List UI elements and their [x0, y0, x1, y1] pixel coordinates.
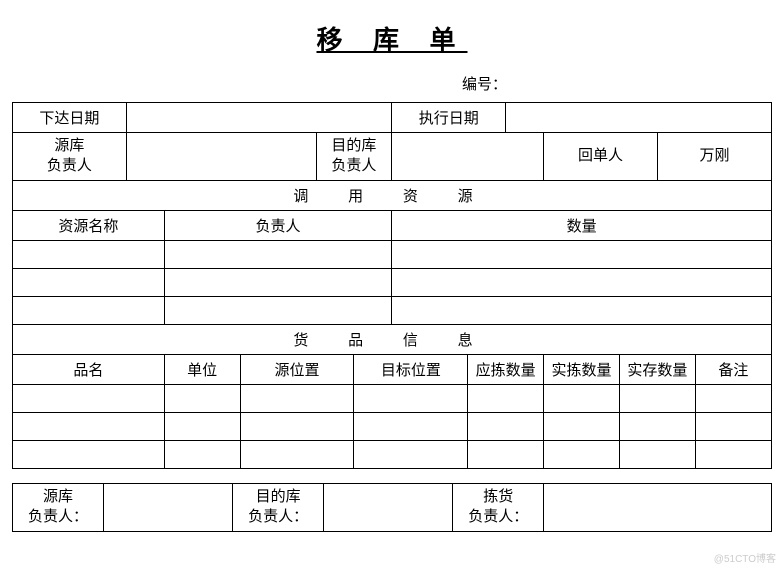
document-number-row: 编号： [12, 73, 772, 94]
exec-date-value [506, 103, 772, 133]
doc-number-label: 编号： [462, 77, 507, 93]
goods-header-storedqty: 实存数量 [620, 355, 696, 385]
goods-cell-name [13, 385, 165, 413]
footer-dest-person-label: 目的库负责人： [233, 484, 324, 532]
resources-cell-person [164, 269, 392, 297]
goods-cell-sourceloc [240, 413, 354, 441]
row-dates: 下达日期 执行日期 [13, 103, 772, 133]
resources-section-header: 调 用 资 源 [13, 181, 772, 211]
receipt-person-label: 回单人 [544, 133, 658, 181]
goods-cell-storedqty [620, 385, 696, 413]
resources-cell-person [164, 241, 392, 269]
resources-cell-name [13, 269, 165, 297]
goods-header-remark: 备注 [695, 355, 771, 385]
resources-cell-qty [392, 297, 772, 325]
main-table: 下达日期 执行日期 源库负责人 目的库负责人 回单人 万刚 调 用 资 源 资源… [12, 102, 772, 469]
footer-picker-person-label: 拣货负责人： [453, 484, 544, 532]
source-person-value [126, 133, 316, 181]
goods-cell-plannedqty [468, 441, 544, 469]
goods-cell-plannedqty [468, 413, 544, 441]
dest-person-label: 目的库负责人 [316, 133, 392, 181]
goods-headers: 品名 单位 源位置 目标位置 应拣数量 实拣数量 实存数量 备注 [13, 355, 772, 385]
goods-cell-actualqty [544, 413, 620, 441]
resources-section-title: 调 用 资 源 [13, 181, 772, 211]
resources-header-name: 资源名称 [13, 211, 165, 241]
resources-row [13, 241, 772, 269]
goods-header-sourceloc: 源位置 [240, 355, 354, 385]
goods-cell-storedqty [620, 413, 696, 441]
issue-date-value [126, 103, 392, 133]
resources-cell-qty [392, 269, 772, 297]
watermark: @51CTO博客 [714, 550, 776, 565]
goods-section-title: 货 品 信 息 [13, 325, 772, 355]
goods-cell-actualqty [544, 441, 620, 469]
goods-cell-storedqty [620, 441, 696, 469]
goods-cell-remark [695, 385, 771, 413]
goods-cell-unit [164, 413, 240, 441]
resources-row [13, 269, 772, 297]
goods-row [13, 413, 772, 441]
goods-header-name: 品名 [13, 355, 165, 385]
source-person-label: 源库负责人 [13, 133, 127, 181]
footer-source-person-label: 源库负责人： [13, 484, 104, 532]
resources-row [13, 297, 772, 325]
receipt-person-value: 万刚 [657, 133, 771, 181]
footer-picker-person-value [544, 484, 772, 532]
resources-headers: 资源名称 负责人 数量 [13, 211, 772, 241]
resources-cell-person [164, 297, 392, 325]
goods-cell-unit [164, 441, 240, 469]
goods-cell-targetloc [354, 441, 468, 469]
goods-row [13, 385, 772, 413]
goods-cell-name [13, 413, 165, 441]
goods-cell-plannedqty [468, 385, 544, 413]
resources-cell-qty [392, 241, 772, 269]
resources-cell-name [13, 241, 165, 269]
goods-cell-remark [695, 441, 771, 469]
exec-date-label: 执行日期 [392, 103, 506, 133]
footer-table: 源库负责人： 目的库负责人： 拣货负责人： [12, 483, 772, 532]
issue-date-label: 下达日期 [13, 103, 127, 133]
goods-row [13, 441, 772, 469]
resources-header-qty: 数量 [392, 211, 772, 241]
goods-header-plannedqty: 应拣数量 [468, 355, 544, 385]
goods-cell-actualqty [544, 385, 620, 413]
goods-cell-unit [164, 385, 240, 413]
goods-cell-remark [695, 413, 771, 441]
goods-header-targetloc: 目标位置 [354, 355, 468, 385]
goods-cell-name [13, 441, 165, 469]
goods-cell-sourceloc [240, 385, 354, 413]
dest-person-value [392, 133, 544, 181]
goods-header-unit: 单位 [164, 355, 240, 385]
resources-cell-name [13, 297, 165, 325]
row-persons: 源库负责人 目的库负责人 回单人 万刚 [13, 133, 772, 181]
goods-cell-targetloc [354, 385, 468, 413]
footer-row: 源库负责人： 目的库负责人： 拣货负责人： [13, 484, 772, 532]
goods-section-header: 货 品 信 息 [13, 325, 772, 355]
resources-header-person: 负责人 [164, 211, 392, 241]
footer-source-person-value [104, 484, 233, 532]
goods-cell-targetloc [354, 413, 468, 441]
document-title: 移 库 单 [12, 20, 772, 57]
goods-header-actualqty: 实拣数量 [544, 355, 620, 385]
goods-cell-sourceloc [240, 441, 354, 469]
footer-dest-person-value [324, 484, 453, 532]
